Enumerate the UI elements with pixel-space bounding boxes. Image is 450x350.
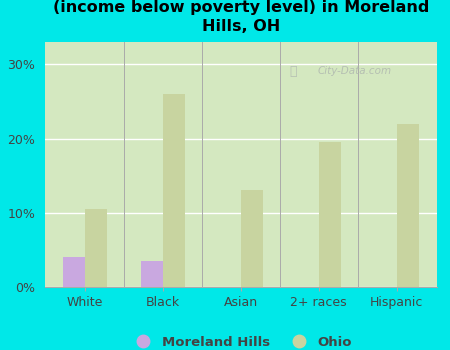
Bar	[163, 94, 184, 287]
Bar	[85, 209, 107, 287]
Bar	[397, 124, 418, 287]
Text: ⓘ: ⓘ	[290, 65, 297, 78]
Text: City-Data.com: City-Data.com	[317, 66, 391, 76]
Legend: Moreland Hills, Ohio: Moreland Hills, Ohio	[125, 330, 357, 350]
Bar	[63, 257, 85, 287]
Title: Breakdown of poor residents within races
(income below poverty level) in Morelan: Breakdown of poor residents within races…	[51, 0, 430, 34]
Bar	[241, 190, 263, 287]
Bar	[319, 142, 341, 287]
Bar	[141, 261, 163, 287]
